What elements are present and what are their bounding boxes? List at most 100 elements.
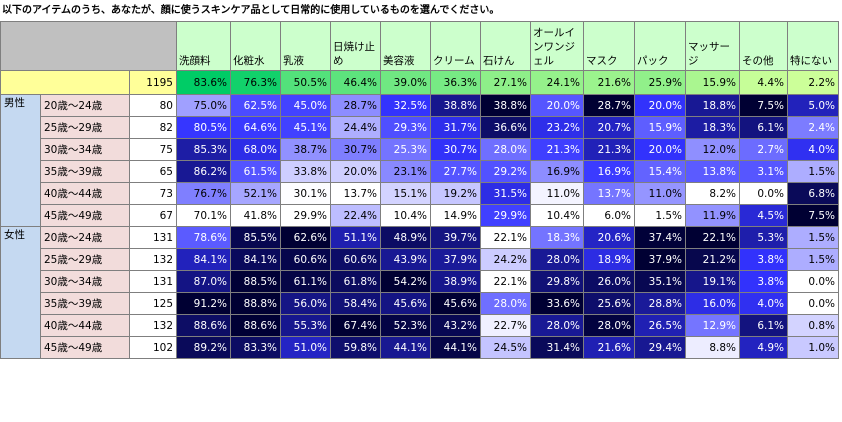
heatmap-cell: 30.7% (430, 138, 481, 161)
total-row: 1195 83.6% 76.3% 50.5% 46.4% 39.0% 36.3% 27.1% 2… (0, 70, 839, 95)
heatmap-cell: 28.8% (634, 292, 686, 315)
heatmap-cell: 6.0% (583, 204, 635, 227)
heatmap-cell: 19.1% (685, 270, 740, 293)
column-header: 美容液 (380, 21, 431, 71)
age-label: 35歳～39歳 (40, 160, 130, 183)
sample-size: 132 (129, 314, 177, 337)
heatmap-cell: 4.0% (739, 292, 788, 315)
heatmap-cell: 39.7% (430, 226, 481, 249)
header-row: 洗顔料 化粧水 乳液 日焼け止め 美容液 クリーム 石けん オールインワンジェル マスク パックマ… (0, 21, 839, 71)
column-header: 石けん (480, 21, 531, 71)
heatmap-cell: 1.5% (787, 160, 839, 183)
heatmap-body: 洗顔料 化粧水 乳液 日焼け止め 美容液 クリーム 石けん オールインワンジェル マスク パックマ… (0, 21, 839, 359)
heatmap-cell: 12.0% (685, 138, 740, 161)
heatmap-cell: 13.8% (685, 160, 740, 183)
heatmap-cell: 30.7% (330, 138, 381, 161)
sample-size: 67 (129, 204, 177, 227)
gender-label: 女性 (0, 226, 41, 359)
heatmap-cell: 22.1% (480, 226, 531, 249)
sample-size: 80 (129, 94, 177, 117)
age-label: 25歳～29歳 (40, 116, 130, 139)
heatmap-cell: 30.1% (280, 182, 331, 205)
total-value-cell: 46.4% (330, 70, 381, 95)
heatmap-cell: 22.1% (480, 270, 531, 293)
heatmap-cell: 16.9% (530, 160, 584, 183)
heatmap-cell: 55.3% (280, 314, 331, 337)
age-label: 30歳～34歳 (40, 270, 130, 293)
heatmap-cell: 43.9% (380, 248, 431, 271)
heatmap-cell: 21.3% (530, 138, 584, 161)
heatmap-cell: 4.9% (739, 336, 788, 359)
table-row: 男性 20歳～24歳 80 75.0% 62.5% 45.0% 28.7% 32.5% 38.8… (0, 94, 839, 227)
age-label: 40歳～44歳 (40, 182, 130, 205)
heatmap-cell: 51.0% (280, 336, 331, 359)
heatmap-cell: 18.3% (685, 116, 740, 139)
heatmap-cell: 0.8% (787, 314, 839, 337)
heatmap-cell: 3.8% (739, 270, 788, 293)
heatmap-cell: 61.5% (230, 160, 281, 183)
heatmap-table: 洗顔料 化粧水 乳液 日焼け止め 美容液 クリーム 石けん オールインワンジェル マスク パックマ… (0, 21, 839, 359)
heatmap-cell: 29.9% (280, 204, 331, 227)
heatmap-cell: 48.9% (380, 226, 431, 249)
heatmap-cell: 1.5% (787, 226, 839, 249)
heatmap-cell: 0.0% (787, 270, 839, 293)
heatmap-cell: 24.2% (480, 248, 531, 271)
heatmap-cell: 37.9% (430, 248, 481, 271)
heatmap-cell: 88.6% (230, 314, 281, 337)
heatmap-cell: 3.1% (739, 160, 788, 183)
heatmap-cell: 75.0% (176, 94, 231, 117)
heatmap-cell: 20.0% (330, 160, 381, 183)
heatmap-cell: 62.6% (280, 226, 331, 249)
sample-size: 73 (129, 182, 177, 205)
heatmap-cell: 64.6% (230, 116, 281, 139)
sample-size: 131 (129, 226, 177, 249)
heatmap-cell: 29.8% (530, 270, 584, 293)
table-row: 45歳～49歳 67 70.1% 41.8% 29.9% 22.4% 10.4% 14.9% 2… (1, 204, 839, 227)
heatmap-cell: 44.1% (380, 336, 431, 359)
heatmap-cell: 28.0% (583, 314, 635, 337)
heatmap-cell: 54.2% (380, 270, 431, 293)
table-row: 30歳～34歳 131 87.0% 88.5% 61.1% 61.8% 54.2% 38.9%… (1, 270, 839, 293)
column-header: マッサージ (685, 21, 740, 71)
heatmap-cell: 33.6% (530, 292, 584, 315)
heatmap-cell: 31.7% (430, 116, 481, 139)
column-header: 乳液 (280, 21, 331, 71)
heatmap-cell: 13.7% (583, 182, 635, 205)
heatmap-cell: 20.0% (634, 138, 686, 161)
total-value-cell: 25.9% (634, 70, 686, 95)
heatmap-cell: 4.5% (739, 204, 788, 227)
heatmap-cell: 85.3% (176, 138, 231, 161)
sample-size: 75 (129, 138, 177, 161)
heatmap-cell: 84.1% (176, 248, 231, 271)
heatmap-cell: 25.6% (583, 292, 635, 315)
heatmap-cell: 6.1% (739, 116, 788, 139)
heatmap-cell: 91.2% (176, 292, 231, 315)
age-label: 20歳～24歳 (40, 94, 130, 117)
heatmap-cell: 26.5% (634, 314, 686, 337)
heatmap-cell: 29.3% (380, 116, 431, 139)
heatmap-cell: 61.8% (330, 270, 381, 293)
chart-title: 以下のアイテムのうち、あなたが、顔に使うスキンケア品として日常的に使用しているも… (2, 5, 500, 16)
heatmap-cell: 28.0% (480, 138, 531, 161)
column-header: その他 (739, 21, 788, 71)
total-label-cell (0, 70, 130, 95)
column-header: 洗顔料 (176, 21, 231, 71)
heatmap-cell: 28.0% (530, 314, 584, 337)
sample-size: 102 (129, 336, 177, 359)
column-header: 化粧水 (230, 21, 281, 71)
heatmap-cell: 21.3% (583, 138, 635, 161)
heatmap-cell: 80.5% (176, 116, 231, 139)
heatmap-cell: 62.5% (230, 94, 281, 117)
heatmap-cell: 18.8% (685, 94, 740, 117)
total-value-cell: 27.1% (480, 70, 531, 95)
heatmap-cell: 28.0% (480, 292, 531, 315)
heatmap-cell: 10.4% (530, 204, 584, 227)
table-row: 25歳～29歳 82 80.5% 64.6% 45.1% 24.4% 29.3% 31.7% 3… (1, 116, 839, 139)
heatmap-cell: 27.7% (430, 160, 481, 183)
age-label: 45歳～49歳 (40, 204, 130, 227)
heatmap-cell: 37.9% (634, 248, 686, 271)
heatmap-cell: 14.9% (430, 204, 481, 227)
heatmap-cell: 38.8% (480, 94, 531, 117)
column-header: パック (634, 21, 686, 71)
total-value-cell: 4.4% (739, 70, 788, 95)
